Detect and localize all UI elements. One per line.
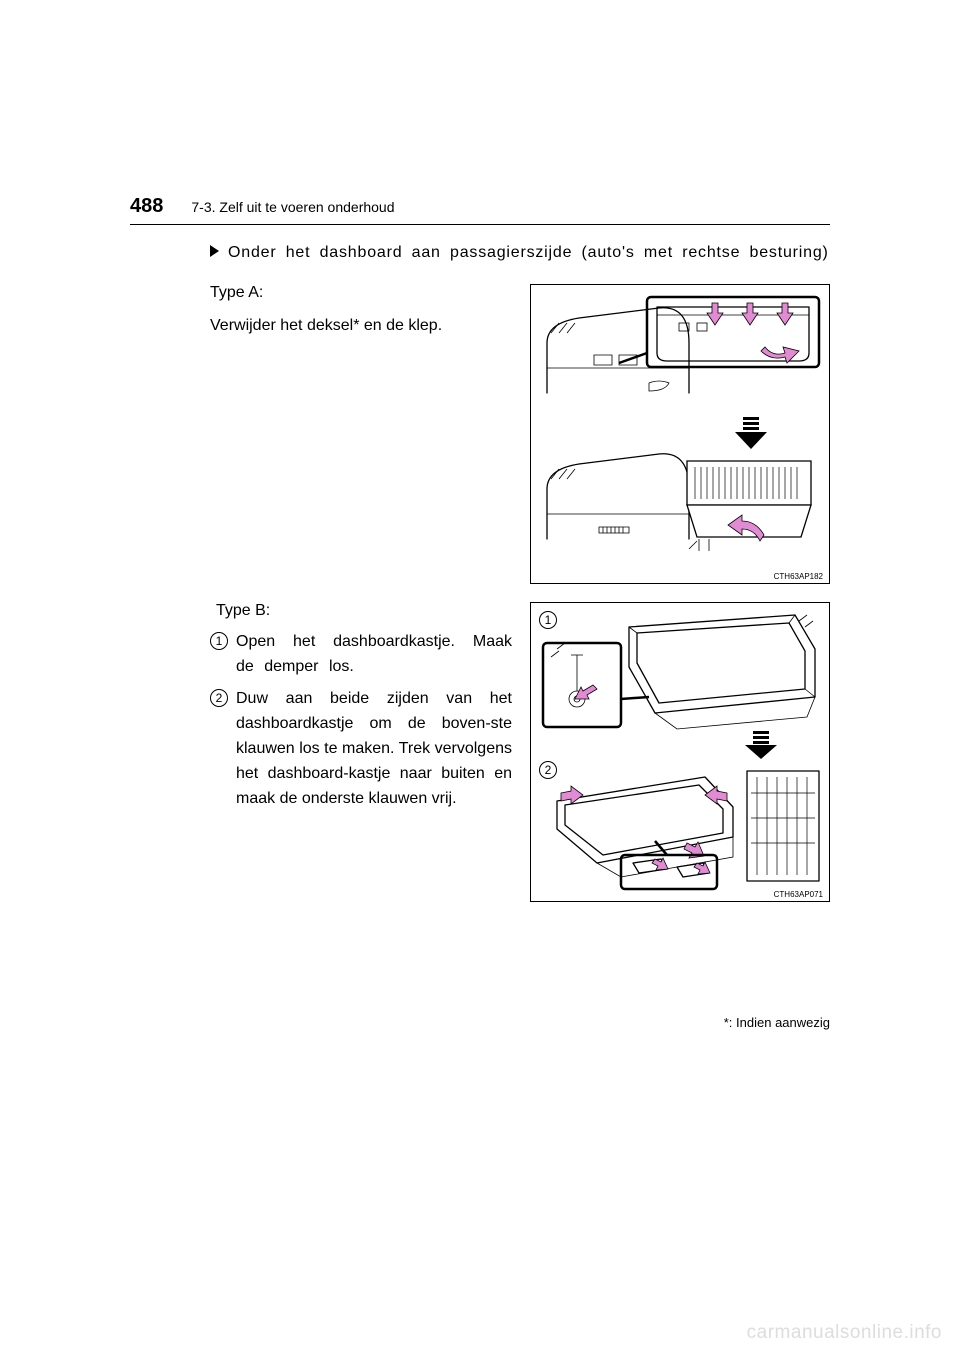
figure-b-top-illustration	[537, 609, 825, 739]
step-row: 2 Duw aan beide zijden van het dashboard…	[210, 687, 512, 811]
step-row: 1 Open het dashboardkastje. Maak de demp…	[210, 630, 512, 680]
step-text: Duw aan beide zijden van het dashboardka…	[236, 687, 512, 811]
type-b-figure: 1 2	[530, 602, 830, 902]
footnote: *: Indien aanwezig	[724, 1015, 830, 1030]
figure-code: CTH63AP071	[772, 890, 825, 899]
type-a-block: Type A: Verwijder het deksel* en de klep…	[210, 284, 830, 584]
page-number: 488	[130, 195, 163, 218]
page-content: Onder het dashboard aan passagierszijde …	[130, 241, 830, 902]
type-b-text: Type B: 1 Open het dashboardkastje. Maak…	[210, 602, 512, 902]
sequence-arrow-icon	[741, 731, 781, 761]
type-a-body: Verwijder het deksel* en de klep.	[210, 314, 512, 338]
type-a-figure: CTH63AP182	[530, 284, 830, 584]
caret-right-icon	[210, 245, 220, 257]
manual-page: 488 7-3. Zelf uit te voeren onderhoud On…	[130, 195, 830, 902]
figure-a-top-illustration	[539, 293, 823, 413]
section-path: 7-3. Zelf uit te voeren onderhoud	[191, 199, 394, 215]
figure-code: CTH63AP182	[772, 572, 825, 581]
step-number-badge: 2	[210, 689, 228, 707]
type-a-label: Type A:	[210, 284, 512, 302]
subheading-text: Onder het dashboard aan passagierszijde …	[228, 241, 830, 266]
figure-a-bottom-illustration	[539, 439, 823, 559]
figure-b-bottom-illustration	[537, 763, 825, 893]
watermark: carmanualsonline.info	[747, 1322, 942, 1344]
type-b-block: Type B: 1 Open het dashboardkastje. Maak…	[210, 602, 830, 902]
subheading-row: Onder het dashboard aan passagierszijde …	[210, 241, 830, 266]
type-b-label: Type B:	[216, 602, 512, 620]
page-header: 488 7-3. Zelf uit te voeren onderhoud	[130, 195, 830, 225]
step-number-badge: 1	[210, 632, 228, 650]
type-a-text: Type A: Verwijder het deksel* en de klep…	[210, 284, 512, 584]
step-text: Open het dashboardkastje. Maak de demper…	[236, 630, 512, 680]
